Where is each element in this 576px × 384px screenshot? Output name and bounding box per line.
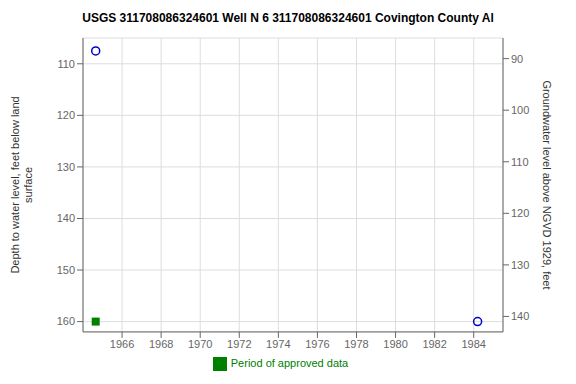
svg-text:140: 140: [57, 212, 75, 224]
svg-text:1982: 1982: [422, 338, 446, 350]
svg-text:1972: 1972: [227, 338, 251, 350]
svg-text:100: 100: [511, 104, 529, 116]
svg-text:1970: 1970: [188, 338, 212, 350]
html-text:USGS 311708086324601 Well N 6: USGS 311708086324601 Well N 6 3117080863…: [82, 11, 494, 25]
svg-text:90: 90: [511, 53, 523, 65]
svg-text:1968: 1968: [149, 338, 173, 350]
svg-text:120: 120: [511, 207, 529, 219]
svg-text:130: 130: [511, 259, 529, 271]
svg-text:1974: 1974: [266, 338, 290, 350]
svg-text:1980: 1980: [383, 338, 407, 350]
svg-text:1984: 1984: [461, 338, 485, 350]
svg-text:Groundwater level above NGVD 1: Groundwater level above NGVD 1929, feet: [541, 80, 553, 289]
svg-text:1966: 1966: [110, 338, 134, 350]
svg-text:1976: 1976: [305, 338, 329, 350]
svg-text:130: 130: [57, 161, 75, 173]
svg-text:Depth to water level, feet bel: Depth to water level, feet below landsur…: [9, 96, 34, 273]
svg-text:110: 110: [57, 58, 75, 70]
svg-text:150: 150: [57, 264, 75, 276]
html-text:Period of approved data: Period of approved data: [230, 356, 349, 369]
svg-text:1978: 1978: [344, 338, 368, 350]
svg-text:110: 110: [511, 156, 529, 168]
svg-text:160: 160: [57, 315, 75, 327]
svg-text:140: 140: [511, 310, 529, 322]
svg-text:120: 120: [57, 109, 75, 121]
